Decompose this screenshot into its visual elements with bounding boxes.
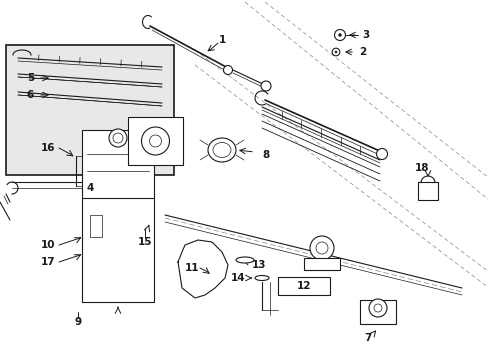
- Text: 14: 14: [230, 273, 244, 283]
- Circle shape: [420, 176, 434, 190]
- Text: 18: 18: [414, 163, 428, 173]
- Text: 17: 17: [41, 257, 55, 267]
- Bar: [278, 277, 329, 295]
- Text: 16: 16: [41, 143, 55, 153]
- Text: 4: 4: [86, 183, 94, 193]
- Circle shape: [261, 81, 270, 91]
- Circle shape: [109, 129, 127, 147]
- Ellipse shape: [236, 257, 253, 263]
- Text: 3: 3: [361, 30, 368, 40]
- Circle shape: [113, 133, 123, 143]
- Circle shape: [376, 149, 386, 159]
- Ellipse shape: [254, 275, 268, 280]
- Text: 13: 13: [251, 260, 266, 270]
- Text: 9: 9: [74, 317, 81, 327]
- Text: 8: 8: [262, 150, 269, 160]
- Circle shape: [338, 34, 341, 36]
- Text: 2: 2: [358, 47, 366, 57]
- FancyBboxPatch shape: [6, 45, 174, 175]
- Text: 1: 1: [218, 35, 225, 45]
- Bar: [82, 130, 154, 198]
- Circle shape: [368, 299, 386, 317]
- Circle shape: [334, 51, 336, 53]
- Circle shape: [149, 135, 161, 147]
- Text: 10: 10: [41, 240, 55, 250]
- Text: 6: 6: [27, 90, 34, 100]
- Ellipse shape: [207, 138, 236, 162]
- Circle shape: [141, 127, 169, 155]
- Circle shape: [334, 30, 345, 41]
- Circle shape: [223, 66, 232, 75]
- Text: 5: 5: [27, 73, 34, 83]
- Circle shape: [309, 236, 333, 260]
- Circle shape: [373, 304, 381, 312]
- Text: 7: 7: [364, 333, 371, 343]
- Bar: [128, 117, 183, 165]
- Bar: [359, 300, 395, 324]
- Circle shape: [331, 48, 339, 56]
- Bar: [304, 258, 339, 270]
- Text: 15: 15: [138, 237, 152, 247]
- Text: 12: 12: [296, 281, 311, 291]
- Circle shape: [315, 242, 327, 254]
- Ellipse shape: [213, 143, 230, 158]
- Bar: [90, 215, 102, 237]
- Text: 11: 11: [184, 263, 199, 273]
- Bar: [417, 182, 437, 200]
